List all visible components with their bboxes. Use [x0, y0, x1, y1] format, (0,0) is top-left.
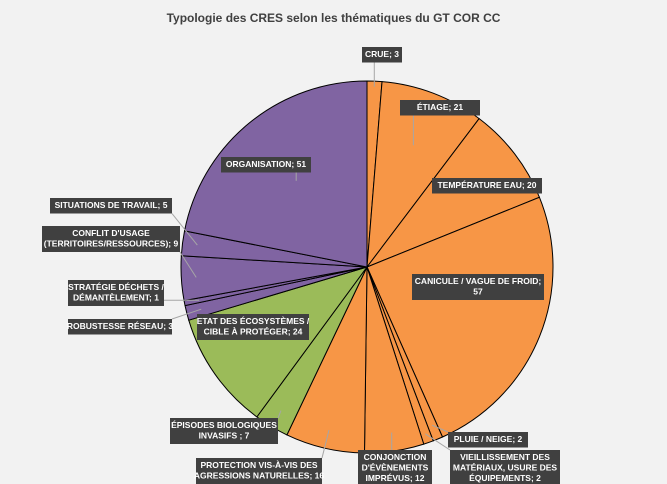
slice-label-text: ÉQUIPEMENTS; 2 [469, 473, 541, 483]
slice-label-text: CONJONCTION [364, 452, 427, 462]
slice-label-text: DÉMANTÈLEMENT; 1 [73, 293, 159, 303]
slice-label-box [448, 432, 528, 448]
slice-label-box [358, 450, 432, 484]
slice-label-text: VIEILLISSEMENT DES [460, 452, 550, 462]
leader-line [171, 308, 202, 320]
slice-label-box [68, 319, 172, 335]
leader-line [321, 429, 330, 459]
leader-line [432, 424, 449, 433]
slice-label-box [400, 100, 480, 116]
leader-line [425, 433, 451, 451]
slice-labels: CRUE; 3 ÉTIAGE; 21 TEMPÉRATURE EAU; 20 CANI… [42, 47, 560, 484]
pie-slices [180, 80, 554, 454]
chart-title: Typologie des CRES selon les thématiques… [166, 11, 501, 25]
slice-label-text: STRATÉGIE DÉCHETS / [68, 282, 164, 292]
slice-label-text: IMPRÉVUS; 12 [365, 473, 424, 483]
slice-label-text: CANICULE / VAGUE DE FROID; [415, 276, 542, 286]
slice-label-text: CONFLIT D'USAGE [72, 228, 150, 238]
slice-label-text: ORGANISATION; 51 [226, 159, 306, 169]
slice-label-text: CIBLE À PROTÉGER; 24 [204, 327, 303, 337]
slice-label: CANICULE / VAGUE DE FROID;57 [412, 274, 544, 300]
leader-lines [164, 62, 451, 459]
slice-label: ETAT DES ÉCOSYSTÈMES /CIBLE À PROTÉGER; … [197, 314, 310, 340]
pie-slice [366, 196, 554, 438]
leader-line [171, 213, 198, 246]
slice-label-box [197, 314, 309, 340]
slice-label-text: PLUIE / NEIGE; 2 [454, 434, 523, 444]
slice-label-box [170, 418, 278, 444]
slice-label-text: PROTECTION VIS-À-VIS DES [200, 460, 317, 470]
slice-label: ORGANISATION; 51 [221, 157, 311, 173]
slice-label-text: ÉPISODES BIOLOGIQUES [171, 420, 277, 430]
slice-label: CRUE; 3 [362, 47, 402, 63]
slice-label-box [221, 157, 311, 173]
slice-label: PLUIE / NEIGE; 2 [448, 432, 528, 448]
leader-line [179, 251, 197, 278]
slice-label-text: ROBUSTESSE RÉSEAU; 3 [67, 321, 174, 331]
slice-label: ÉTIAGE; 21 [400, 100, 480, 116]
slice-label-box [432, 178, 542, 194]
slice-label-text: MATÉRIAUX, USURE DES [453, 463, 558, 473]
slice-label-box [68, 280, 164, 306]
slice-label-text: (TERRITOIRES/RESSOURCES); 9 [44, 239, 179, 249]
slice-label-box [362, 47, 402, 63]
slice-label-box [196, 458, 322, 484]
slice-label-box [412, 274, 544, 300]
leader-line [277, 410, 282, 419]
slice-label: CONFLIT D'USAGE(TERRITOIRES/RESSOURCES);… [42, 226, 180, 252]
slice-label-text: D'ÉVÈNEMENTS [362, 463, 429, 473]
pie-slice [188, 266, 369, 418]
slice-label-text: CRUE; 3 [365, 49, 399, 59]
slice-label-text: ETAT DES ÉCOSYSTÈMES / [197, 316, 310, 326]
slice-label-box [450, 450, 560, 484]
slice-label: TEMPÉRATURE EAU; 20 [432, 178, 542, 194]
slice-label-text: TEMPÉRATURE EAU; 20 [437, 180, 536, 190]
slice-label: STRATÉGIE DÉCHETS /DÉMANTÈLEMENT; 1 [68, 280, 164, 306]
slice-label: SITUATIONS DE TRAVAIL; 5 [50, 198, 172, 214]
slice-label-text: SITUATIONS DE TRAVAIL; 5 [55, 200, 168, 210]
pie-slice [183, 80, 368, 268]
slice-label: ROBUSTESSE RÉSEAU; 3 [67, 319, 174, 335]
pie-slice [366, 81, 480, 269]
slice-label-text: 57 [473, 287, 483, 297]
slice-label-text: INVASIFS ; 7 [199, 431, 250, 441]
slice-label-box [50, 198, 172, 214]
slice-label-text: AGRESSIONS NATURELLES; 16 [194, 471, 324, 481]
slice-label-box [42, 226, 180, 252]
slice-label-text: ÉTIAGE; 21 [417, 102, 464, 112]
